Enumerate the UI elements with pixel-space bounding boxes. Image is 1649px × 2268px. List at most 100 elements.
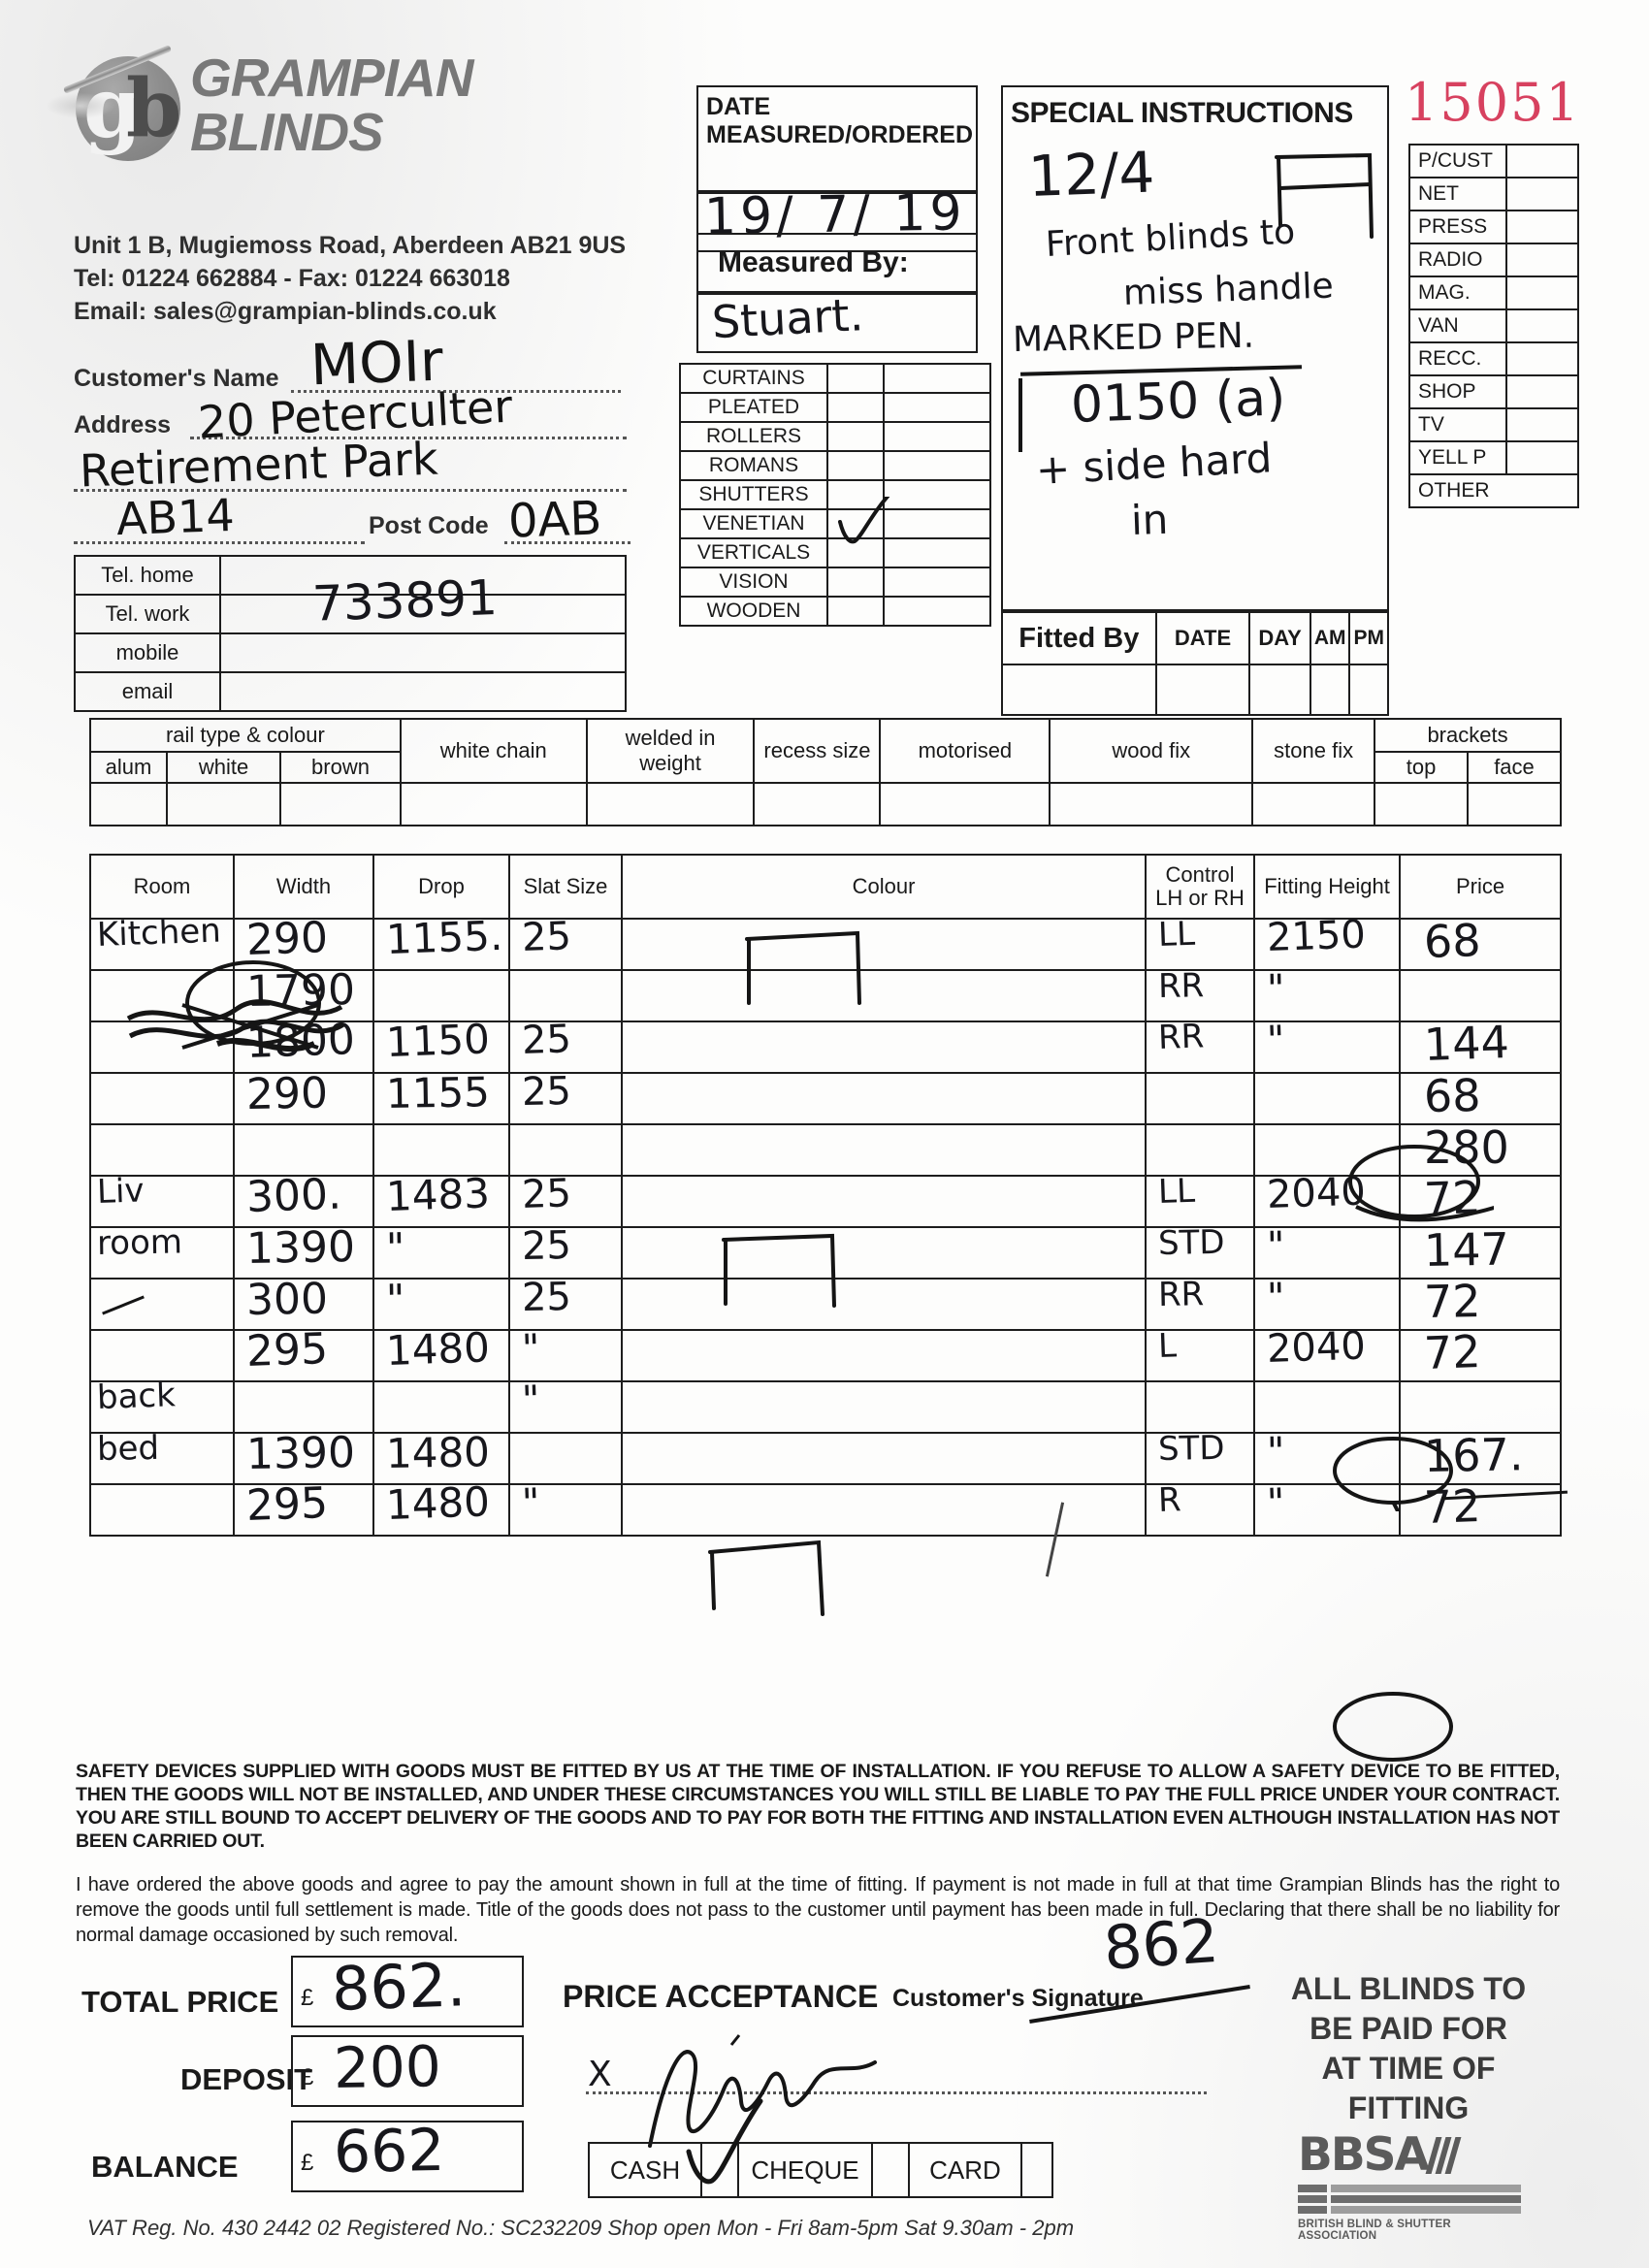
value-height[interactable]: ": [1266, 966, 1285, 1012]
cell-colour[interactable]: [621, 1278, 1147, 1331]
value-control[interactable]: RR: [1157, 966, 1205, 1006]
value-slat[interactable]: ": [521, 1480, 541, 1526]
measurement-row[interactable]: 1790 RR ": [89, 965, 1562, 1022]
product-type-checkbox[interactable]: [826, 421, 885, 452]
measured-by-value-box[interactable]: Stuart.: [696, 288, 978, 353]
cell-width[interactable]: 1390: [233, 1222, 374, 1280]
value-width[interactable]: 300: [245, 1274, 329, 1325]
cell-slat[interactable]: 25: [508, 914, 623, 971]
product-type-note[interactable]: [883, 421, 991, 452]
cell-room[interactable]: [89, 1072, 235, 1125]
cell-room[interactable]: [89, 1123, 235, 1177]
special-instruction-line-1[interactable]: 12/4: [1026, 139, 1156, 210]
product-type-checkbox[interactable]: [826, 497, 890, 544]
contact-row[interactable]: email: [74, 671, 627, 712]
cell-slat[interactable]: ": [508, 1326, 623, 1382]
product-type-checkbox[interactable]: [826, 450, 885, 481]
source-code-row[interactable]: RECC.: [1408, 341, 1579, 376]
cell-colour[interactable]: [621, 1380, 1147, 1434]
payment-card-check-cell[interactable]: [1020, 2142, 1053, 2198]
value-width[interactable]: 1390: [245, 1428, 356, 1479]
cell-drop[interactable]: 1480: [372, 1428, 510, 1485]
cell-width[interactable]: [233, 1123, 374, 1177]
special-instructions-area[interactable]: 12/4 Front blinds to miss handle MARKED …: [1001, 136, 1389, 611]
product-type-note[interactable]: [883, 392, 991, 423]
cell-drop[interactable]: 1480: [372, 1477, 510, 1537]
measurement-row[interactable]: 1800 1150 25 RR " 144: [89, 1015, 1562, 1074]
value-control[interactable]: R: [1157, 1480, 1182, 1520]
cell-height[interactable]: [1253, 1072, 1401, 1125]
contact-row[interactable]: mobile: [74, 632, 627, 673]
cell-control[interactable]: R: [1145, 1480, 1255, 1537]
cell-width[interactable]: [233, 1380, 374, 1434]
product-type-note[interactable]: [883, 537, 991, 568]
cell-colour[interactable]: [621, 969, 1147, 1022]
cell-slat[interactable]: 25: [508, 1171, 623, 1228]
special-instruction-line-5[interactable]: 0150 (a): [1069, 369, 1287, 435]
cell-height[interactable]: ": [1253, 1276, 1401, 1331]
options-entry-row[interactable]: [89, 782, 1563, 826]
cell-colour[interactable]: [621, 1329, 1147, 1382]
product-type-note[interactable]: [883, 363, 991, 394]
product-type-row-romans[interactable]: ROMANS: [679, 450, 991, 481]
cell-slat[interactable]: 25: [508, 1017, 623, 1074]
cell-room[interactable]: [89, 1329, 235, 1382]
source-code-value[interactable]: [1505, 374, 1579, 409]
cell-colour[interactable]: [621, 918, 1147, 971]
product-type-note[interactable]: [883, 508, 991, 539]
cell-slat[interactable]: 25: [508, 1275, 623, 1331]
contact-value[interactable]: 733891: [310, 569, 499, 632]
source-code-row[interactable]: YELL P: [1408, 440, 1579, 475]
source-code-row[interactable]: MAG.: [1408, 275, 1579, 310]
value-control[interactable]: LL: [1157, 1171, 1196, 1212]
cell-width[interactable]: 300: [233, 1275, 374, 1331]
customer-address-line3[interactable]: AB14: [115, 488, 236, 546]
product-type-note[interactable]: [883, 479, 991, 510]
value-control[interactable]: RR: [1157, 1017, 1205, 1057]
source-code-value[interactable]: [1505, 440, 1579, 475]
value-width[interactable]: 295: [245, 1478, 329, 1531]
value-drop[interactable]: 1480: [385, 1477, 491, 1529]
cell-colour[interactable]: [621, 1072, 1147, 1125]
cell-price[interactable]: 144: [1399, 1016, 1562, 1074]
cell-slat[interactable]: 25: [508, 1223, 623, 1280]
product-type-row-verticals[interactable]: VERTICALS: [679, 537, 991, 568]
value-drop[interactable]: ": [385, 1275, 405, 1323]
product-type-checkbox[interactable]: [826, 392, 885, 423]
cell-control[interactable]: [1145, 1123, 1255, 1177]
deposit-box[interactable]: £ 200: [291, 2033, 524, 2107]
cell-height[interactable]: ": [1253, 1480, 1401, 1537]
value-drop[interactable]: ": [385, 1223, 405, 1272]
cell-control[interactable]: L: [1145, 1326, 1255, 1382]
special-instruction-line-3[interactable]: miss handle: [1122, 266, 1335, 313]
customer-signature[interactable]: [630, 2020, 912, 2155]
cell-drop[interactable]: 1150: [372, 1015, 510, 1074]
cell-control[interactable]: RR: [1145, 1017, 1255, 1074]
customer-address-line2[interactable]: Retirement Park: [79, 432, 439, 498]
cell-drop[interactable]: [372, 969, 510, 1022]
product-type-row-shutters[interactable]: SHUTTERS: [679, 479, 991, 510]
cell-height[interactable]: 2150: [1253, 912, 1401, 971]
payment-cheque-check-cell[interactable]: [871, 2142, 910, 2198]
value-price[interactable]: 68: [1423, 1068, 1482, 1122]
cell-height[interactable]: [1253, 1123, 1401, 1177]
balance-box[interactable]: £ 662: [291, 2117, 524, 2192]
value-control[interactable]: STD: [1157, 1222, 1225, 1263]
cell-width[interactable]: 295: [233, 1478, 374, 1537]
value-room[interactable]: bed: [96, 1428, 160, 1469]
value-height[interactable]: ": [1266, 1480, 1286, 1526]
cell-price[interactable]: 280: [1399, 1121, 1562, 1177]
cell-room[interactable]: [89, 1483, 235, 1537]
date-value-box[interactable]: 19/ 7/ 19: [696, 183, 978, 252]
contact-row[interactable]: Tel. home: [74, 555, 627, 596]
measurement-row[interactable]: Liv 300. 1483 25 LL 2040 72: [89, 1169, 1562, 1228]
product-type-row-rollers[interactable]: ROLLERS: [679, 421, 991, 452]
special-instruction-line-6[interactable]: + side hard: [1034, 434, 1274, 494]
value-price[interactable]: 144: [1423, 1015, 1510, 1071]
cell-height[interactable]: ": [1253, 1018, 1401, 1074]
value-height[interactable]: 2150: [1266, 912, 1367, 960]
value-height[interactable]: ": [1266, 1018, 1286, 1063]
cell-drop[interactable]: 1480: [372, 1323, 510, 1382]
source-code-row[interactable]: VAN: [1408, 308, 1579, 343]
cell-control[interactable]: STD: [1145, 1429, 1255, 1485]
